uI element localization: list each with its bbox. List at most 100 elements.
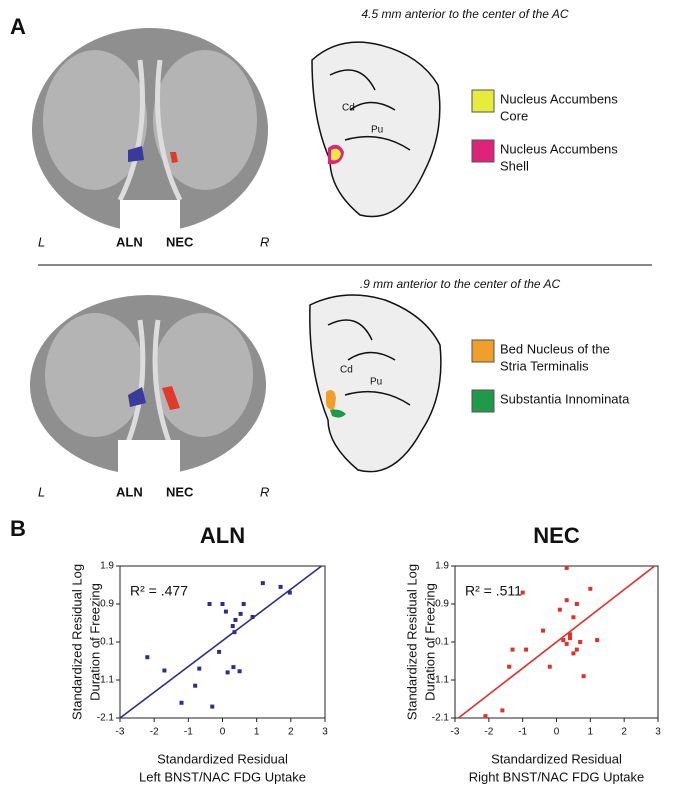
y-tick-label: 0.9: [100, 599, 114, 610]
data-point: [561, 638, 566, 643]
data-point: [500, 708, 505, 713]
y-tick-label: 1.9: [100, 561, 114, 572]
data-point: [588, 586, 593, 591]
data-point: [207, 602, 212, 606]
data-point: [179, 700, 184, 705]
panel-label: A: [10, 14, 26, 39]
x-tick-label: 1: [254, 727, 260, 738]
section-caption: 4.5 mm anterior to the center of the AC: [362, 7, 569, 21]
side-label: R: [260, 484, 269, 499]
y-tick-label: -2.1: [97, 713, 115, 724]
region-label: Cd: [342, 103, 355, 114]
data-point: [578, 640, 583, 644]
data-point: [225, 670, 230, 675]
x-tick-label: 0: [220, 727, 226, 738]
data-point: [574, 602, 579, 606]
panel-label: B: [10, 516, 26, 541]
side-label: L: [38, 234, 45, 249]
legend-swatch: [471, 339, 495, 363]
data-point: [238, 611, 243, 616]
legend-swatch: [471, 139, 495, 163]
data-point: [547, 664, 552, 669]
atlas-bottom: [309, 294, 442, 473]
y-tick-label: -0.1: [97, 637, 115, 648]
group-label: ALN: [116, 234, 143, 249]
chart-title: NEC: [533, 523, 580, 548]
legend-swatch: [471, 89, 495, 113]
data-point: [193, 683, 198, 688]
data-point: [223, 609, 228, 614]
data-point: [260, 581, 265, 586]
x-tick-label: -2: [150, 727, 159, 738]
data-point: [210, 704, 215, 709]
data-point: [233, 617, 238, 622]
x-axis-label: Standardized Residual: [157, 751, 288, 766]
x-tick-label: 3: [322, 727, 328, 738]
data-point: [230, 624, 235, 629]
y-tick-label: 0.9: [435, 599, 449, 610]
annotation: R² = .511: [465, 583, 522, 599]
data-point: [581, 674, 586, 679]
group-label: NEC: [166, 484, 194, 499]
data-point: [595, 638, 600, 643]
data-point: [524, 647, 529, 652]
x-axis-label: Standardized Residual: [491, 751, 622, 766]
x-tick-label: -1: [184, 727, 193, 738]
side-label: L: [38, 484, 45, 499]
data-point: [162, 668, 167, 673]
region-label: Pu: [370, 377, 382, 388]
x-tick-label: 1: [588, 727, 594, 738]
data-point: [564, 565, 569, 570]
y-axis-label: Standardized Residual Log: [69, 564, 84, 720]
legend-label: Shell: [500, 158, 529, 173]
legend-label: Bed Nucleus of the: [500, 341, 610, 356]
data-point: [287, 590, 292, 595]
data-point: [557, 607, 562, 612]
legend-label: Substantia Innominata: [500, 391, 630, 406]
legend-label: Core: [500, 108, 528, 123]
x-tick-label: -1: [518, 727, 527, 738]
y-tick-label: -1.1: [97, 675, 115, 686]
data-point: [220, 602, 225, 606]
data-point: [564, 598, 569, 603]
chart-title: ALN: [200, 523, 245, 548]
data-point: [574, 647, 579, 652]
group-label: ALN: [116, 484, 143, 499]
x-tick-label: -2: [484, 727, 493, 738]
data-point: [232, 630, 237, 635]
data-point: [231, 665, 236, 670]
data-point: [507, 664, 512, 669]
data-point: [568, 636, 573, 641]
group-label: NEC: [166, 234, 194, 249]
annotation: R² = .477: [130, 583, 188, 599]
x-axis-label: Left BNST/NAC FDG Uptake: [139, 769, 306, 784]
x-tick-label: 0: [554, 727, 560, 738]
data-point: [483, 714, 488, 719]
region-label: Cd: [340, 365, 353, 376]
data-point: [540, 628, 545, 633]
y-axis-label: Duration of Freezing: [87, 583, 102, 701]
data-point: [197, 666, 202, 671]
fit-line: [457, 565, 656, 719]
y-tick-label: 1.9: [435, 561, 449, 572]
mri-top: [32, 28, 268, 240]
data-point: [510, 647, 515, 652]
legend-label: Stria Terminalis: [500, 358, 589, 373]
data-point: [520, 590, 525, 595]
side-label: R: [260, 234, 269, 249]
mri-bottom: [30, 295, 266, 485]
x-axis-label: Right BNST/NAC FDG Uptake: [469, 769, 645, 784]
data-point: [568, 632, 573, 637]
legend-label: Nucleus Accumbens: [500, 141, 618, 156]
y-tick-label: -0.1: [432, 637, 450, 648]
data-point: [241, 602, 246, 606]
data-point: [571, 651, 576, 656]
legend-label: Nucleus Accumbens: [500, 91, 618, 106]
x-tick-label: -3: [451, 727, 460, 738]
x-tick-label: 3: [655, 727, 661, 738]
y-axis-label: Standardized Residual Log: [404, 564, 419, 720]
region-label: Pu: [371, 125, 383, 136]
data-point: [250, 614, 255, 619]
x-tick-label: 2: [288, 727, 294, 738]
